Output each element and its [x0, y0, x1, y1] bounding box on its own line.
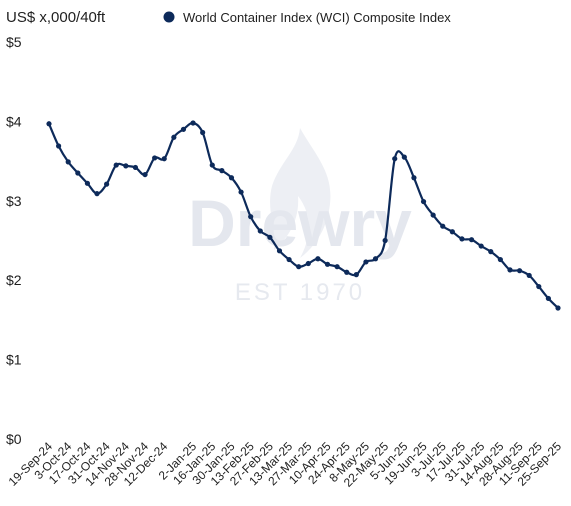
data-point: [190, 120, 196, 126]
data-point: [468, 237, 475, 243]
data-point: [344, 269, 350, 275]
data-point: [104, 181, 110, 187]
drewry-watermark: Drewry EST 1970: [188, 128, 412, 306]
y-tick-label: $3: [6, 193, 22, 209]
data-point: [46, 121, 52, 127]
data-point: [152, 155, 158, 161]
data-point: [276, 248, 283, 254]
y-tick-label: $4: [6, 113, 22, 129]
data-point: [65, 159, 71, 165]
y-unit-label: US$ x,000/40ft: [6, 9, 106, 26]
data-point: [161, 156, 167, 162]
data-point: [248, 214, 254, 220]
watermark-established: EST 1970: [235, 279, 365, 306]
data-point: [516, 268, 523, 274]
data-point: [132, 164, 139, 171]
data-point: [382, 237, 388, 244]
data-point: [113, 162, 119, 168]
data-point: [286, 256, 292, 263]
data-point: [372, 256, 379, 262]
data-point: [94, 191, 100, 197]
data-point: [363, 259, 369, 265]
data-point: [411, 175, 417, 181]
data-point: [228, 175, 235, 181]
y-tick-label: $1: [6, 352, 22, 368]
data-point: [488, 249, 494, 255]
data-point: [324, 261, 331, 267]
x-axis: 19-Sep-243-Oct-2417-Oct-2431-Oct-2414-No…: [6, 439, 565, 490]
legend: World Container Index (WCI) Composite In…: [163, 10, 451, 25]
y-tick-label: $5: [6, 34, 22, 50]
data-point: [392, 156, 398, 162]
data-point: [142, 171, 148, 178]
data-point: [536, 283, 542, 290]
data-point: [526, 272, 532, 279]
data-point: [84, 180, 91, 186]
data-point: [478, 243, 484, 249]
data-point: [238, 189, 244, 195]
data-point: [555, 305, 561, 311]
data-point: [267, 234, 273, 240]
data-point: [209, 162, 215, 168]
data-point: [497, 256, 503, 263]
y-tick-label: $0: [6, 431, 22, 447]
data-point: [507, 267, 513, 273]
data-point: [219, 168, 225, 174]
series-layer: [46, 120, 561, 311]
data-point: [123, 163, 129, 169]
data-point: [430, 212, 436, 218]
y-axis: $0 $1 $2 $3 $4 $5: [6, 34, 22, 447]
data-point: [459, 236, 465, 242]
data-point: [420, 198, 427, 205]
legend-series-label: World Container Index (WCI) Composite In…: [183, 10, 451, 25]
data-point: [200, 129, 206, 136]
y-tick-label: $2: [6, 272, 22, 288]
watermark-brand: Drewry: [188, 186, 412, 260]
data-point: [305, 260, 311, 267]
legend-series-marker-icon: [163, 11, 175, 23]
data-point: [171, 134, 177, 140]
data-point: [353, 272, 359, 278]
data-point: [296, 264, 302, 270]
data-point: [401, 154, 407, 160]
data-point: [56, 143, 62, 149]
data-point: [440, 223, 446, 229]
data-point: [315, 256, 321, 262]
data-point: [180, 126, 187, 132]
watermark-flame-icon: [270, 128, 331, 258]
data-point: [75, 170, 81, 176]
data-point: [449, 229, 455, 235]
data-point: [334, 264, 340, 270]
data-point: [257, 228, 263, 234]
data-point: [545, 295, 551, 302]
